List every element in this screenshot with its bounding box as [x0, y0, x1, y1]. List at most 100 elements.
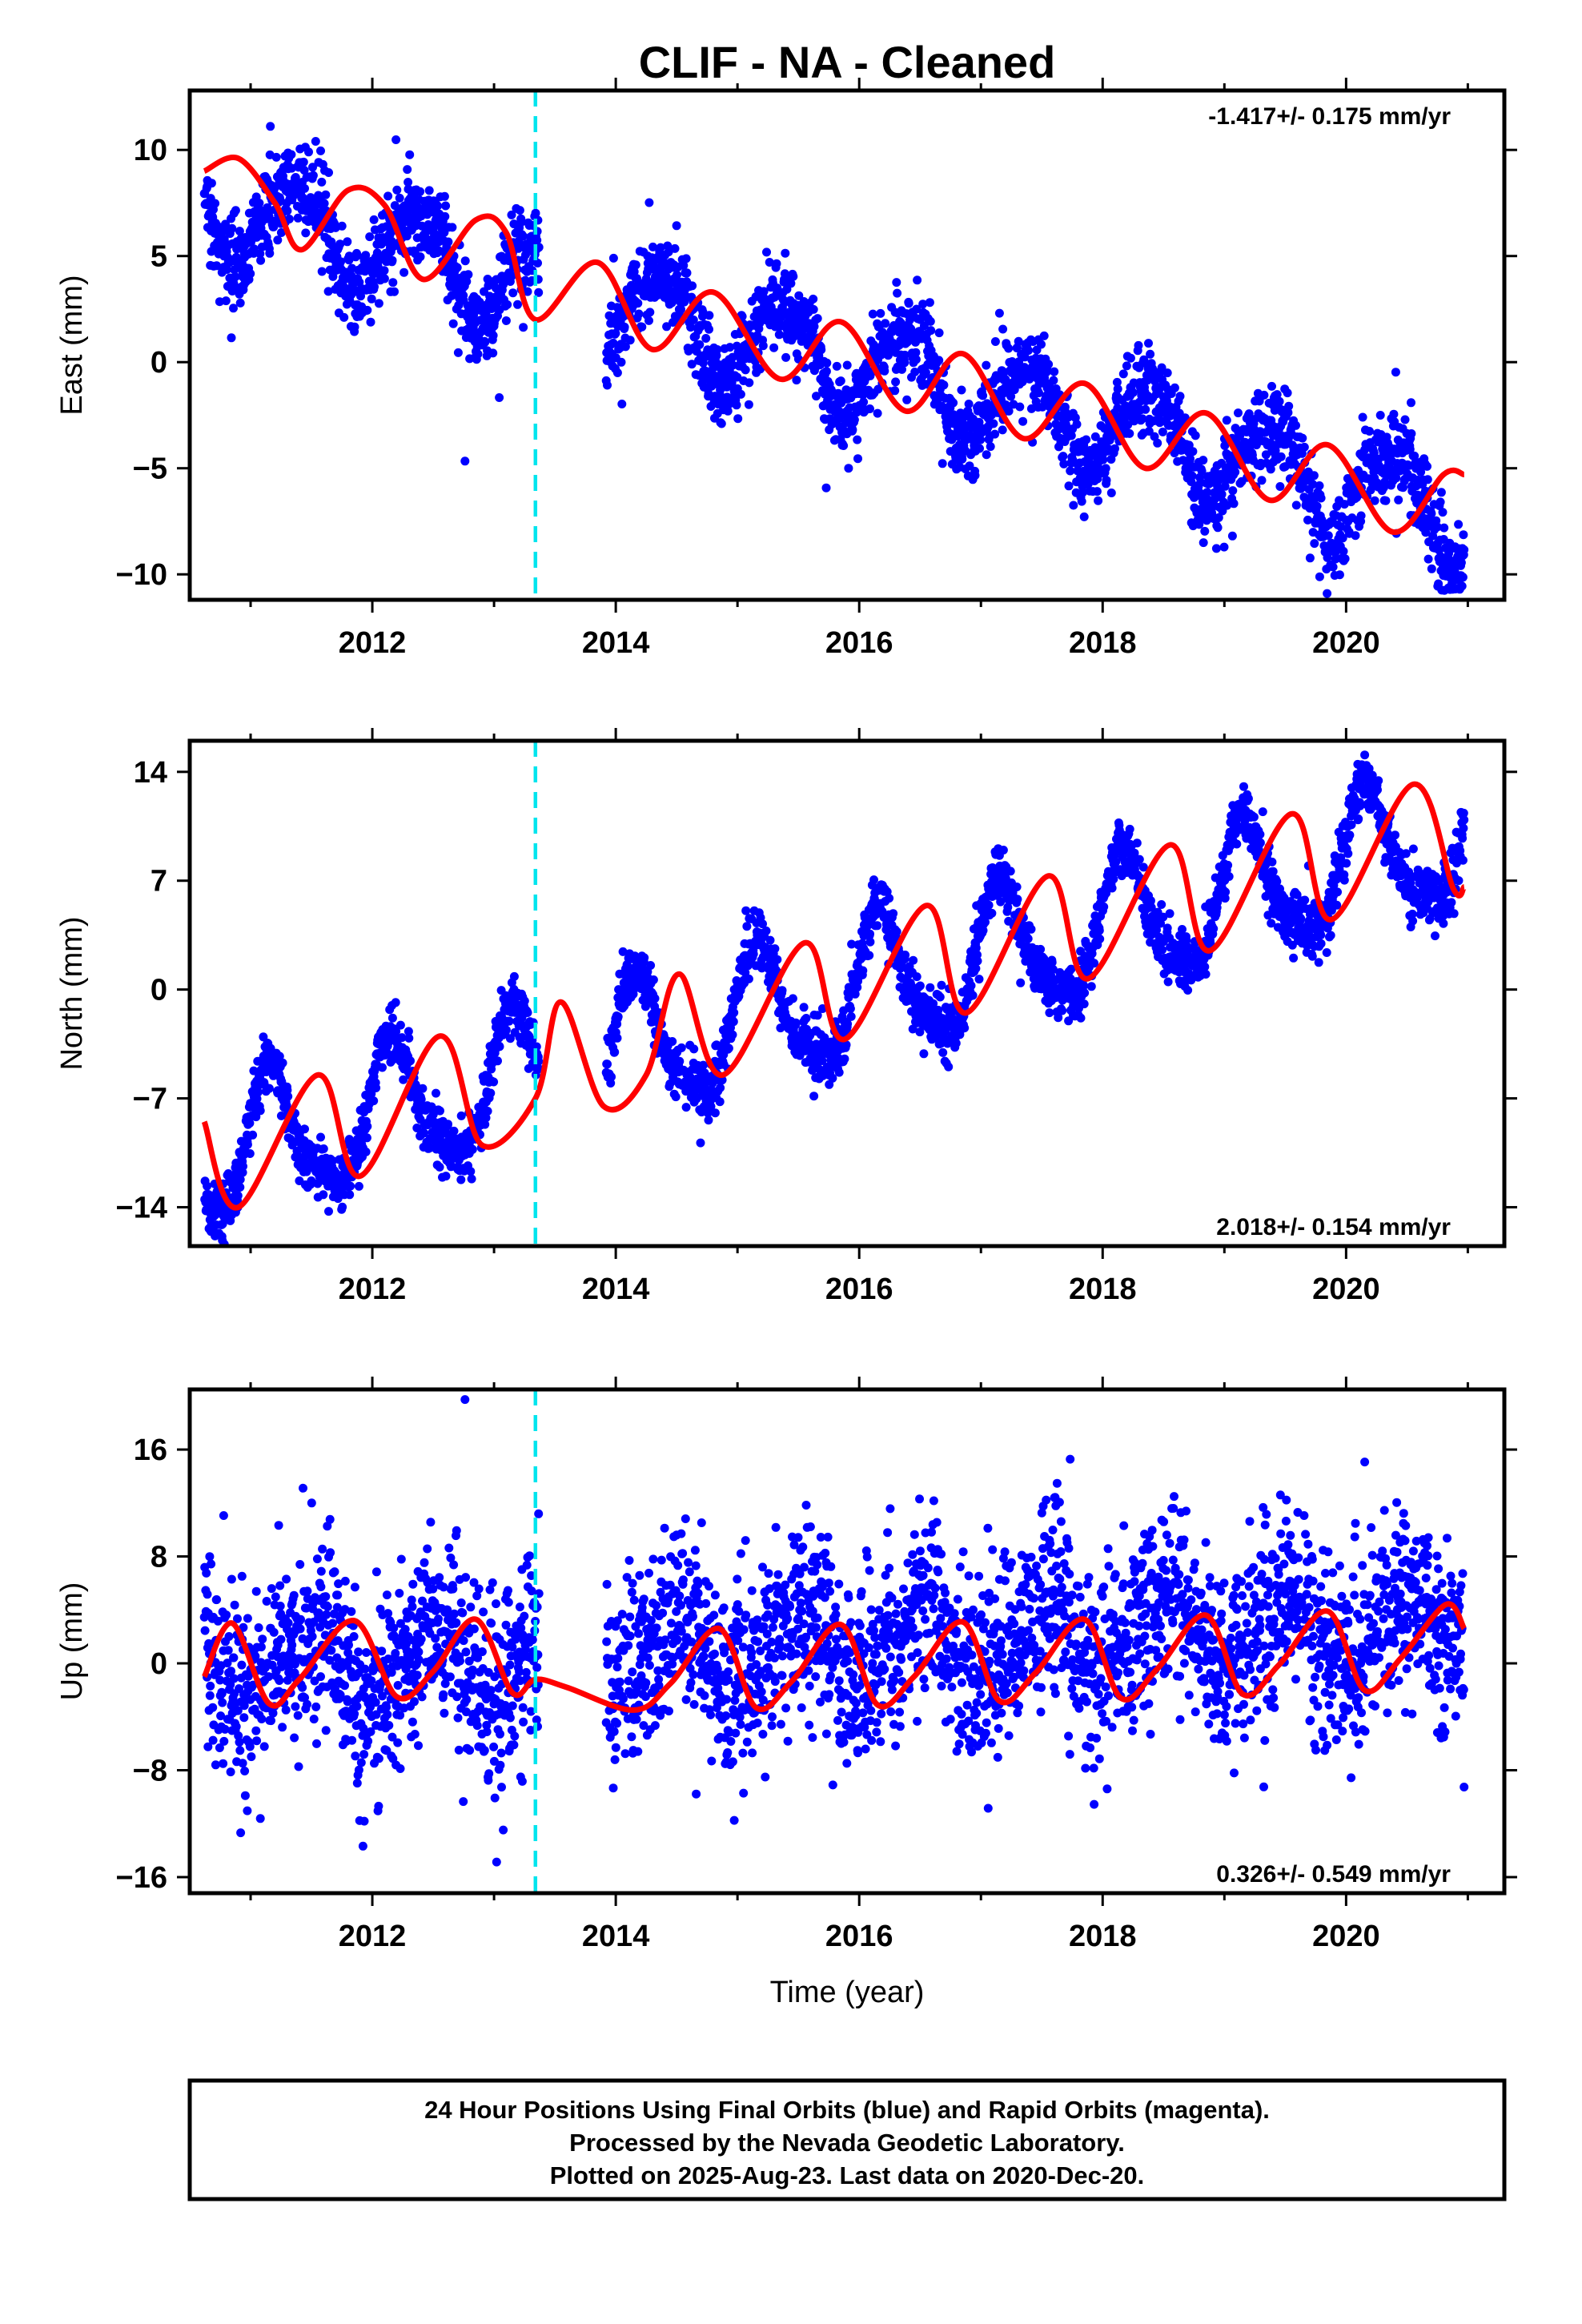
east-data-point [1298, 433, 1307, 443]
east-data-point [842, 360, 852, 370]
north-data-point [646, 961, 656, 970]
north-data-point [504, 1016, 514, 1026]
east-data-point [620, 322, 629, 332]
north-data-point [728, 1030, 737, 1039]
east-data-point [452, 263, 462, 272]
east-data-point [513, 300, 522, 309]
east-data-point [892, 278, 901, 287]
east-data-point [902, 395, 912, 404]
east-data-point [1024, 346, 1034, 356]
east-x-ticks [249, 78, 1469, 613]
east-data-point [440, 211, 450, 221]
east-data-point [1162, 368, 1172, 378]
north-data-point [843, 1019, 853, 1029]
east-data-point [311, 137, 320, 146]
east-data-point [1037, 340, 1046, 349]
north-data-point [324, 1207, 333, 1216]
east-data-point [934, 328, 944, 338]
east-data-point [982, 450, 991, 460]
east-data-point [390, 201, 400, 211]
north-data-point [435, 1162, 444, 1172]
east-data-point [759, 287, 769, 296]
north-data-point [834, 1068, 844, 1077]
east-data-point [1231, 468, 1240, 476]
east-data-point [1102, 476, 1111, 485]
north-data-point [846, 1011, 856, 1021]
east-data-point [1090, 432, 1100, 441]
east-data-point [723, 406, 733, 416]
east-data-point [688, 281, 697, 291]
east-data-point [844, 464, 853, 473]
east-data-point [876, 308, 885, 318]
east-data-point [424, 186, 434, 195]
east-data-point [1438, 508, 1447, 517]
east-data-point [1338, 533, 1347, 543]
north-data-point [912, 972, 921, 982]
north-data-point [391, 1027, 401, 1036]
east-data-point [1078, 488, 1087, 497]
east-data-point [1358, 412, 1367, 422]
north-data-point [689, 1044, 699, 1054]
east-data-point [465, 354, 475, 364]
east-data-point [1146, 349, 1155, 359]
east-data-point [416, 187, 425, 196]
east-data-point [781, 352, 791, 362]
north-data-point [749, 949, 758, 959]
east-data-point [938, 459, 947, 468]
east-data-point [817, 345, 826, 355]
east-data-point [677, 304, 685, 314]
north-data-point [671, 1092, 681, 1102]
east-data-point [608, 253, 618, 263]
north-data-point [677, 1043, 686, 1052]
east-data-point [689, 316, 698, 324]
north-data-point [495, 1042, 504, 1051]
east-x-tick-label: 2018 [1069, 626, 1137, 660]
east-data-point [316, 146, 325, 155]
east-data-point [713, 345, 722, 354]
east-data-point [416, 252, 425, 262]
east-data-point [363, 305, 372, 315]
east-data-point [781, 248, 790, 258]
east-data-point [287, 150, 296, 159]
north-data-point [801, 1014, 811, 1023]
east-data-point [897, 364, 906, 374]
north-data-point [710, 1108, 720, 1118]
east-data-point [853, 435, 862, 444]
east-data-point [518, 231, 528, 241]
north-data-point [441, 1172, 451, 1181]
east-data-point [1219, 542, 1229, 552]
east-data-point [1150, 432, 1159, 441]
east-data-point [1066, 431, 1076, 440]
north-data-point [724, 1043, 733, 1053]
east-data-point [266, 122, 275, 131]
east-data-point [813, 314, 822, 324]
east-data-point [460, 456, 470, 466]
east-data-point [361, 251, 371, 260]
north-data-point [681, 1103, 691, 1112]
east-data-point [705, 311, 714, 320]
east-data-point [865, 404, 874, 413]
east-data-point [1404, 460, 1414, 470]
north-data-point [618, 947, 628, 956]
east-data-point [392, 185, 402, 195]
east-y-tick-label: −10 [116, 558, 167, 592]
east-data-point [934, 356, 944, 365]
east-data-point [744, 400, 753, 409]
north-data-point [603, 1059, 612, 1069]
north-data-point [480, 1120, 490, 1129]
east-data-point [370, 282, 379, 292]
east-data-point [1305, 553, 1315, 563]
east-data-point [223, 265, 231, 274]
east-data-point [1312, 501, 1322, 511]
north-data-point [404, 1027, 413, 1036]
east-data-point [611, 328, 620, 338]
east-data-point [1275, 396, 1284, 406]
north-data-point [607, 1072, 616, 1082]
east-data-point [883, 351, 893, 360]
east-data-point [1112, 377, 1122, 387]
east-data-point [473, 349, 483, 359]
east-x-tick-label: 2012 [339, 626, 407, 660]
east-data-point [687, 360, 697, 369]
east-data-point [1050, 367, 1059, 376]
east-data-point [336, 257, 345, 267]
